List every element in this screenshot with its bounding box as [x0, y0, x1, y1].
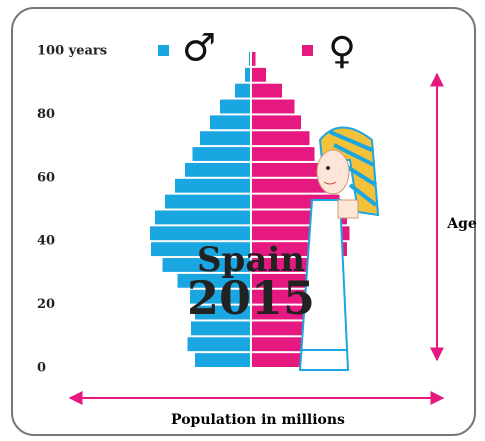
subtitle: 2015 — [187, 271, 315, 325]
bar — [175, 179, 250, 193]
y-tick-label: 40 — [37, 234, 55, 249]
bar — [210, 115, 250, 129]
bar — [252, 100, 295, 114]
y-tick-label: 60 — [37, 170, 55, 185]
y-tick-label: 80 — [37, 107, 55, 122]
y-tick-label: 100 years — [37, 44, 107, 59]
legend-label: ♂ — [182, 26, 216, 70]
legend-label: ♀ — [328, 29, 356, 73]
bar — [235, 84, 250, 98]
y-tick-label: 20 — [37, 297, 55, 312]
bar — [252, 52, 256, 66]
legend-swatch — [158, 45, 169, 56]
bar — [252, 131, 310, 145]
bar — [188, 337, 251, 351]
legend-swatch — [302, 45, 313, 56]
bar — [165, 195, 250, 209]
bar — [245, 68, 250, 82]
bar — [193, 147, 251, 161]
bar — [185, 163, 250, 177]
bar — [252, 115, 301, 129]
bar — [252, 84, 282, 98]
bar — [150, 226, 250, 240]
bar — [195, 353, 250, 367]
y-axis-label: Age — [446, 216, 477, 232]
bar — [155, 211, 250, 225]
bar — [249, 52, 250, 66]
y-tick-label: 0 — [37, 361, 46, 376]
bar — [252, 68, 266, 82]
bar — [220, 100, 250, 114]
x-axis-label: Population in millions — [171, 412, 345, 428]
bar — [252, 147, 315, 161]
bar — [252, 163, 321, 177]
chart: Age Population in millions Spain 2015 ♂ … — [0, 0, 485, 441]
bar — [200, 131, 250, 145]
bar — [252, 353, 304, 367]
